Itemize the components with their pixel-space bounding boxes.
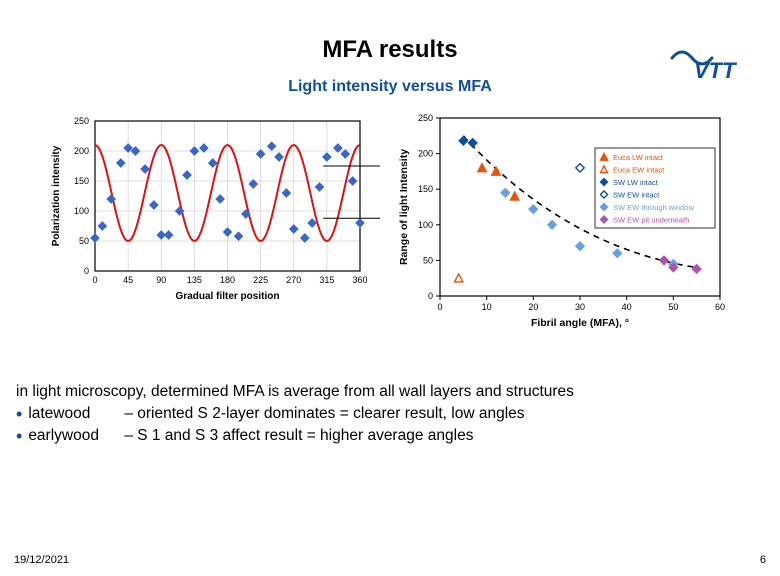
svg-text:SW EW intact: SW EW intact	[613, 191, 660, 200]
svg-text:40: 40	[622, 302, 632, 312]
svg-text:30: 30	[575, 302, 585, 312]
svg-text:0: 0	[92, 275, 97, 285]
footer-page: 6	[760, 554, 766, 566]
svg-text:135: 135	[187, 275, 202, 285]
vtt-logo: VTT	[668, 44, 760, 89]
svg-text:SW EW pit underneath: SW EW pit underneath	[613, 216, 689, 225]
right-chart: 0 50 100 150 200 250 0 10 20 30 40 50 60 Euca LW inta…	[390, 106, 740, 346]
svg-text:60: 60	[715, 302, 725, 312]
svg-text:SW EW through window: SW EW through window	[613, 203, 694, 212]
svg-text:150: 150	[418, 184, 433, 194]
svg-text:0: 0	[428, 291, 433, 301]
svg-text:0: 0	[437, 302, 442, 312]
bullet-1-term: latewood	[28, 404, 118, 425]
slide-subtitle: Light intensity versus MFA	[0, 78, 780, 96]
svg-text:Range of light Intensity: Range of light Intensity	[398, 149, 410, 265]
svg-text:200: 200	[418, 149, 433, 159]
bullet-2-rest: – S 1 and S 3 affect result = higher ave…	[124, 426, 473, 447]
slide-title: MFA results	[0, 36, 780, 64]
svg-text:360: 360	[352, 275, 367, 285]
svg-text:0: 0	[84, 266, 89, 276]
svg-text:90: 90	[156, 275, 166, 285]
left-chart: 0 50 100 150 200 250 0 45 90 135 180 225 270 315 360 Gr…	[40, 106, 380, 346]
svg-text:150: 150	[74, 176, 89, 186]
svg-text:250: 250	[74, 116, 89, 126]
footer-date: 19/12/2021	[14, 554, 69, 566]
svg-text:315: 315	[319, 275, 334, 285]
bullet-icon: •	[16, 427, 22, 445]
bullet-1-rest: – oriented S 2-layer dominates = clearer…	[124, 404, 524, 425]
svg-text:45: 45	[123, 275, 133, 285]
body-line-1: in light microscopy, determined MFA is a…	[16, 382, 764, 403]
svg-text:200: 200	[74, 146, 89, 156]
svg-text:Polarization intensity: Polarization intensity	[51, 145, 62, 246]
svg-text:SW LW intact: SW LW intact	[613, 178, 659, 187]
svg-text:50: 50	[423, 255, 433, 265]
svg-text:Euca LW intact: Euca LW intact	[613, 153, 664, 162]
svg-text:20: 20	[528, 302, 538, 312]
svg-text:100: 100	[74, 206, 89, 216]
svg-text:180: 180	[220, 275, 235, 285]
logo-text: VTT	[694, 58, 737, 83]
svg-text:50: 50	[79, 236, 89, 246]
bullet-2-term: earlywood	[28, 426, 118, 447]
svg-text:100: 100	[418, 220, 433, 230]
svg-text:225: 225	[253, 275, 268, 285]
bullet-icon: •	[16, 405, 22, 423]
svg-text:50: 50	[668, 302, 678, 312]
body-text: in light microscopy, determined MFA is a…	[0, 382, 780, 447]
svg-text:250: 250	[418, 113, 433, 123]
svg-text:270: 270	[286, 275, 301, 285]
svg-text:10: 10	[482, 302, 492, 312]
svg-text:Fibril angle (MFA), °: Fibril angle (MFA), °	[531, 317, 629, 329]
svg-text:Euca EW intact: Euca EW intact	[613, 166, 665, 175]
svg-text:Gradual filter position: Gradual filter position	[176, 291, 280, 302]
